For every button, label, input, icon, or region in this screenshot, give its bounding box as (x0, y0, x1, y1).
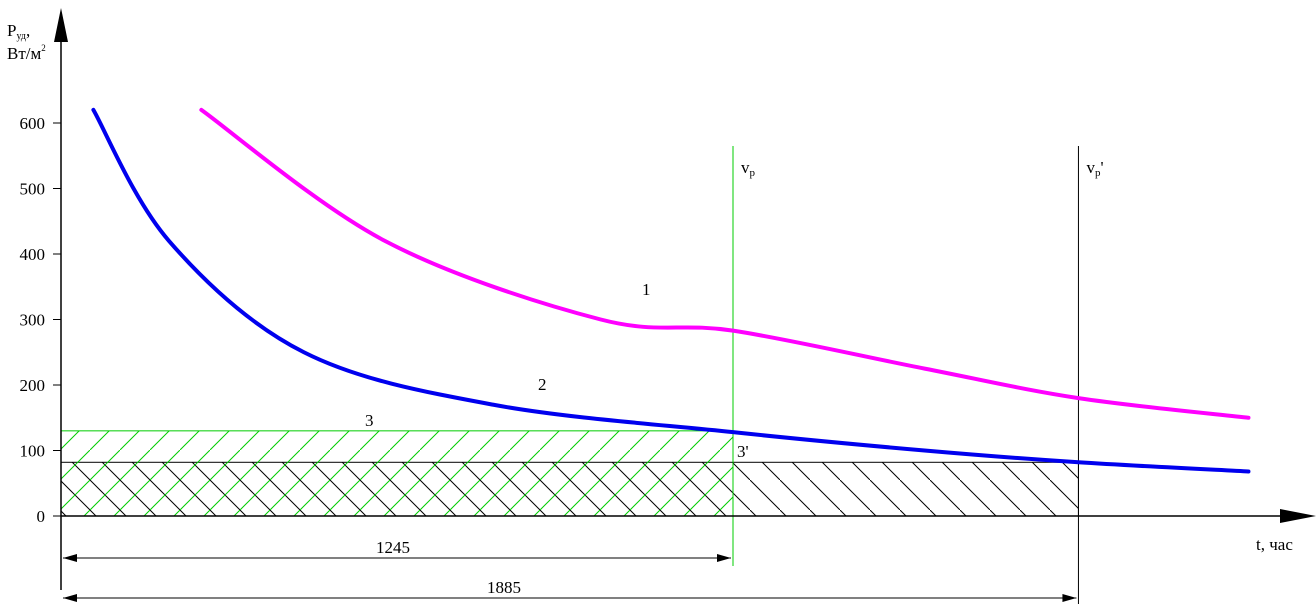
x-axis-label: t, час (1256, 535, 1293, 554)
hatched-regions (60, 430, 1079, 517)
series-2-curve (91, 107, 1251, 474)
region-3prime-label: 3' (737, 442, 749, 461)
dimension-arrow-right (717, 554, 731, 562)
series-curves (91, 107, 1251, 474)
dimension-arrow-left (63, 554, 77, 562)
dimension-lines: 1245 1885 (63, 538, 1077, 602)
dimension-label-1245: 1245 (376, 538, 410, 557)
axes: 0 100 200 300 400 500 600 (20, 8, 1316, 590)
y-axis-units: Вт/м2 (7, 43, 46, 63)
region-3-label: 3 (365, 411, 374, 430)
label-vp: vp (741, 158, 756, 179)
y-tick-label: 200 (20, 376, 46, 395)
dimension-label-1885: 1885 (487, 578, 521, 597)
series-1-curve (199, 107, 1251, 420)
chart-labels: vp vp' Pуд,Вт/м2 t, час 1 2 3 3' (7, 21, 1293, 554)
series-2-label: 2 (538, 375, 547, 394)
x-axis-arrow (1280, 509, 1316, 523)
y-tick-label: 0 (37, 507, 46, 526)
y-tick-label: 500 (20, 180, 46, 199)
y-axis-label: Pуд, (7, 21, 30, 42)
y-axis-arrow (54, 8, 68, 42)
y-tick-label: 300 (20, 311, 46, 330)
y-tick-label: 600 (20, 114, 46, 133)
y-tick-label: 100 (20, 442, 46, 461)
series-1-label: 1 (642, 280, 651, 299)
dimension-arrow-right (1062, 594, 1077, 602)
dimension-arrow-left (63, 594, 77, 602)
region-3 (60, 430, 734, 517)
vertical-lines (732, 146, 1079, 604)
y-tick-label: 400 (20, 245, 46, 264)
label-vp-prime: vp' (1086, 158, 1103, 179)
